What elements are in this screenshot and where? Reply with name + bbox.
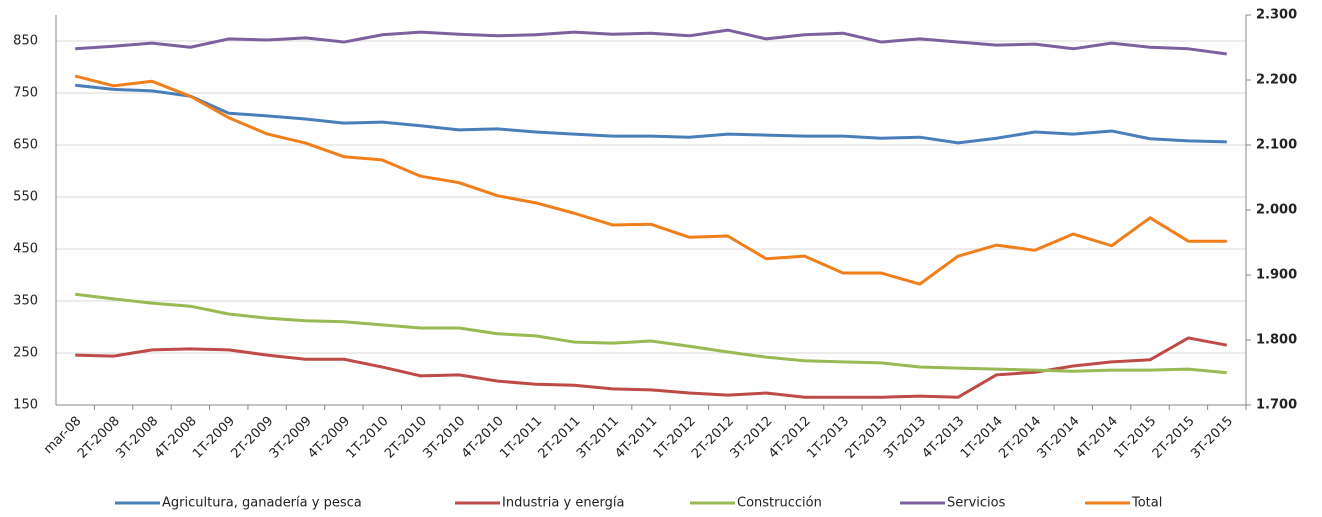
x-tick-label: 3T-2015 xyxy=(1188,414,1236,462)
y2-tick-label: 2.100 xyxy=(1256,138,1297,153)
legend-label: Total xyxy=(1131,496,1162,511)
y-tick-label: 850 xyxy=(13,34,38,49)
y-tick-label: 350 xyxy=(13,294,38,309)
legend-label: Industria y energía xyxy=(502,496,625,511)
y-tick-label: 650 xyxy=(13,138,38,153)
y-tick-label: 550 xyxy=(13,190,38,205)
y2-tick-label: 2.000 xyxy=(1256,203,1297,218)
y2-tick-label: 1.800 xyxy=(1256,333,1297,348)
y2-tick-label: 1.900 xyxy=(1256,268,1297,283)
series-line xyxy=(75,28,1228,56)
series-line xyxy=(75,83,1227,145)
legend-label: Servicios xyxy=(947,496,1006,511)
y-tick-label: 750 xyxy=(13,86,38,101)
y-tick-label: 150 xyxy=(13,398,38,413)
y2-tick-label: 2.200 xyxy=(1256,73,1297,88)
y-tick-label: 250 xyxy=(13,346,38,361)
y-tick-label: 450 xyxy=(13,242,38,257)
series-line xyxy=(74,74,1227,286)
y2-tick-label: 1.700 xyxy=(1256,398,1297,413)
legend-label: Agricultura, ganadería y pesca xyxy=(162,496,362,511)
y2-tick-label: 2.300 xyxy=(1256,8,1297,23)
series-line xyxy=(75,336,1228,399)
series-line xyxy=(75,292,1227,375)
legend-label: Construcción xyxy=(737,496,822,511)
